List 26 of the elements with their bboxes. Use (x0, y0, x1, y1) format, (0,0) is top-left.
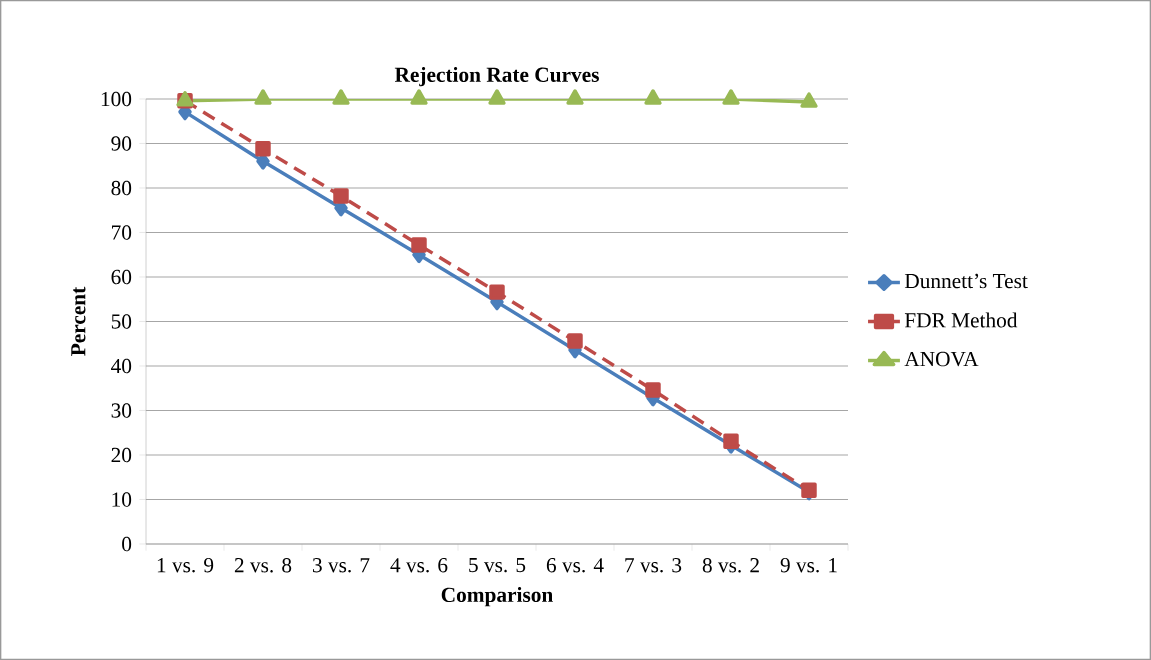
y-tick-label: 80 (111, 180, 132, 196)
y-tick-label: 0 (122, 536, 132, 552)
x-tick-label: 2 vs. 8 (234, 558, 292, 573)
y-tick-label: 70 (112, 225, 132, 240)
y-tick-label: 10 (112, 492, 132, 507)
x-axis-title: Comparison (441, 587, 553, 607)
x-tick-label: 5 vs. 5 (469, 558, 526, 573)
legend-label: ANOVA (904, 351, 979, 367)
y-tick-label: 30 (111, 403, 132, 418)
y-tick-label: 90 (111, 136, 132, 151)
x-tick-label: 6 vs. 4 (546, 558, 604, 573)
y-tick-label: 20 (111, 447, 132, 463)
x-tick-label: 7 vs. 3 (625, 558, 682, 573)
y-axis-title: Percent (71, 286, 86, 356)
y-tick-label: 100 (101, 91, 132, 107)
y-tick-label: 50 (111, 314, 132, 329)
y-tick-label: 40 (111, 358, 132, 374)
x-tick-label: 8 vs. 2 (702, 558, 759, 573)
x-tick-label: 1 vs. 9 (157, 558, 214, 573)
x-tick-label: 9 vs. 1 (780, 558, 837, 573)
x-tick-label: 4 vs. 6 (390, 558, 448, 573)
y-tick-label: 60 (111, 269, 132, 285)
legend-label: Dunnett’s Test (904, 273, 1028, 289)
chart-title: Rejection Rate Curves (394, 66, 599, 87)
legend-label: FDR Method (904, 312, 1018, 328)
x-tick-label: 3 vs. 7 (312, 558, 370, 573)
